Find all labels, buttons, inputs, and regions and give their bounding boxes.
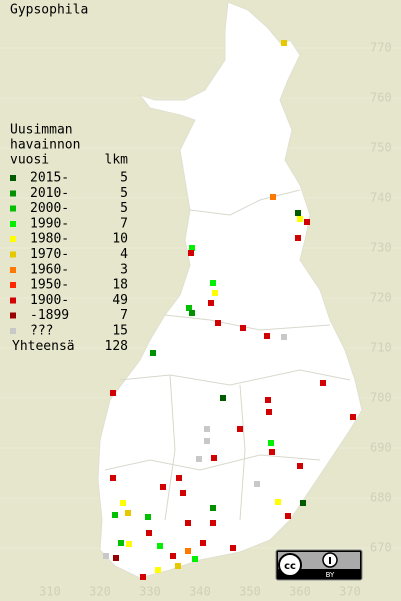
legend-heading: havainnon — [10, 138, 80, 153]
legend-swatch — [10, 282, 16, 289]
x-label: 340 — [189, 585, 211, 599]
legend-count: 7 — [120, 308, 128, 323]
legend-count: 49 — [112, 293, 128, 308]
x-label: 330 — [139, 585, 161, 599]
x-label: 310 — [39, 585, 61, 599]
total-count: 128 — [105, 339, 128, 354]
legend-swatch — [10, 190, 16, 197]
y-label: 720 — [370, 291, 392, 305]
count-header: lkm — [105, 153, 129, 168]
legend-label: 1960- — [30, 262, 69, 277]
legend-label: 1990- — [30, 216, 69, 231]
legend-swatch — [10, 328, 16, 334]
legend-label: 1950- — [30, 278, 69, 293]
y-label: 740 — [370, 191, 392, 205]
y-label: 730 — [370, 241, 392, 255]
y-label: 680 — [370, 491, 392, 505]
legend-heading: Uusimman — [10, 123, 73, 138]
y-label: 750 — [370, 141, 392, 155]
y-label: 760 — [370, 91, 392, 105]
legend-count: 5 — [120, 201, 128, 216]
y-label: 690 — [370, 441, 392, 455]
legend-label: 2000- — [30, 201, 69, 216]
legend-label: 1970- — [30, 247, 69, 262]
finland-outline — [97, 1, 363, 579]
legend-count: 7 — [120, 216, 128, 231]
legend-label: 1900- — [30, 293, 69, 308]
legend-swatch — [10, 251, 16, 258]
legend-swatch — [10, 205, 16, 212]
legend-swatch — [10, 266, 16, 273]
cc-by-badge: cc BY — [275, 549, 363, 581]
x-label: 370 — [339, 585, 361, 599]
legend-count: 18 — [112, 278, 128, 293]
legend-count: 3 — [120, 262, 128, 277]
legend-swatch — [10, 175, 16, 181]
y-label: 700 — [370, 391, 392, 405]
title: Gypsophila — [10, 3, 88, 18]
legend-count: 15 — [112, 324, 128, 339]
legend-label: 1980- — [30, 232, 69, 247]
legend-label: ??? — [30, 324, 53, 339]
records — [103, 40, 356, 580]
svg-text:cc: cc — [284, 561, 296, 572]
legend-label: -1899 — [30, 308, 69, 323]
y-label: 670 — [370, 541, 392, 555]
x-label: 360 — [289, 585, 311, 599]
region-borders — [104, 189, 351, 521]
svg-text:BY: BY — [326, 571, 335, 579]
legend-swatch — [10, 297, 16, 304]
legend-count: 4 — [120, 247, 128, 262]
y-label: 710 — [370, 341, 392, 355]
legend-count: 10 — [112, 232, 128, 247]
legend-label: 2010- — [30, 186, 69, 201]
legend-swatch — [10, 236, 16, 243]
x-label: 320 — [89, 585, 111, 599]
legend-swatch — [10, 220, 16, 227]
legend-count: 5 — [120, 186, 128, 201]
legend-count: 5 — [120, 171, 128, 186]
legend-label: 2015- — [30, 171, 69, 186]
y-label: 770 — [370, 41, 392, 55]
total-label: Yhteensä — [12, 339, 75, 354]
legend-heading: vuosi — [10, 153, 49, 168]
legend-swatch — [10, 312, 16, 319]
x-label: 350 — [239, 585, 261, 599]
